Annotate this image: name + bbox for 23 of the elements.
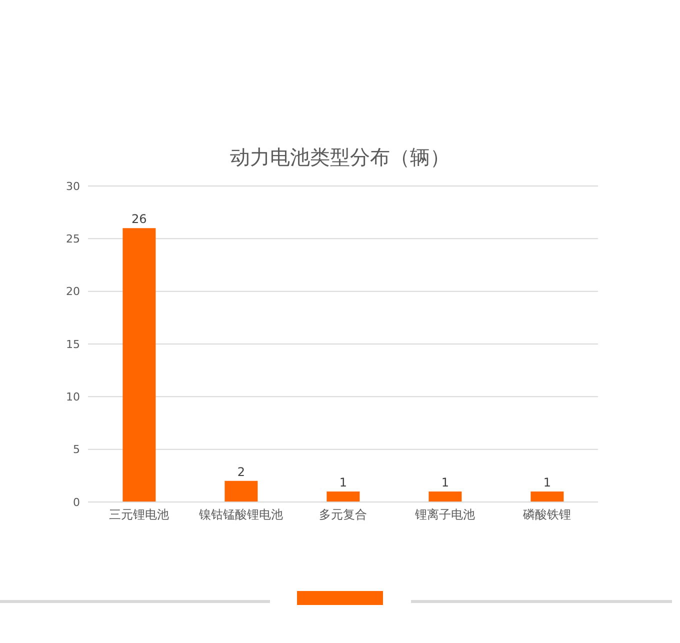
x-tick-label: 镍钴锰酸锂电池 <box>198 508 283 522</box>
data-label: 1 <box>339 475 347 490</box>
data-label: 2 <box>237 464 245 479</box>
bar <box>326 491 360 502</box>
x-tick-label: 三元锂电池 <box>109 508 169 522</box>
bar <box>122 228 156 502</box>
x-tick-label: 磷酸铁锂 <box>522 508 571 522</box>
y-tick-label: 15 <box>66 338 80 351</box>
y-tick-label: 10 <box>66 390 80 404</box>
x-tick-label: 锂离子电池 <box>414 508 475 522</box>
data-label: 1 <box>441 475 449 490</box>
y-tick-label: 5 <box>73 443 80 456</box>
bar <box>428 491 462 502</box>
chart-title: 动力电池类型分布（辆） <box>229 144 451 171</box>
bar <box>530 491 564 502</box>
y-tick-label: 25 <box>66 232 80 246</box>
data-label: 1 <box>543 475 551 490</box>
data-label: 26 <box>132 212 147 226</box>
bar <box>224 480 258 502</box>
y-tick-label: 20 <box>66 285 80 298</box>
y-tick-label: 0 <box>73 496 80 509</box>
x-tick-label: 多元复合 <box>319 508 367 522</box>
y-tick-label: 30 <box>66 180 80 193</box>
